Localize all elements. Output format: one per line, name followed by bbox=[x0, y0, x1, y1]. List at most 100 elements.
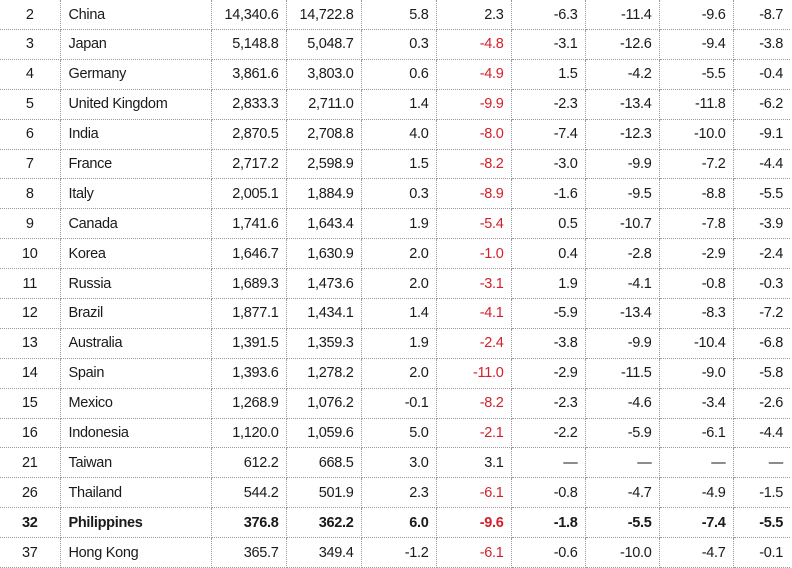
country-cell: Spain bbox=[60, 358, 212, 389]
table-row: 16 Indonesia 1,120.0 1,059.6 5.0 -2.1 -2.2 -5.9… bbox=[0, 418, 790, 449]
value-cell-7: -3.4 bbox=[659, 388, 734, 419]
value-cell-3: 1.9 bbox=[361, 328, 437, 359]
value-cell-2: 1,630.9 bbox=[286, 238, 362, 270]
value-cell-2: 1,076.2 bbox=[286, 388, 362, 419]
rank-cell: 16 bbox=[0, 418, 61, 449]
value-cell-3: 6.0 bbox=[361, 507, 437, 539]
value-cell-8: -5.8 bbox=[733, 358, 790, 389]
value-cell-7: -8.8 bbox=[659, 178, 734, 210]
value-cell-7: — bbox=[659, 447, 734, 479]
value-cell-6: -11.5 bbox=[585, 358, 660, 389]
value-cell-6: -12.6 bbox=[585, 29, 660, 60]
value-cell-1: 3,861.6 bbox=[211, 59, 287, 90]
table-row: 5 United Kingdom 2,833.3 2,711.0 1.4 -9.9 -2.3… bbox=[0, 89, 790, 120]
value-cell-3: 5.8 bbox=[361, 0, 437, 30]
value-cell-5: -1.8 bbox=[511, 507, 586, 539]
value-cell-3: 0.3 bbox=[361, 178, 437, 210]
country-cell: Taiwan bbox=[60, 447, 212, 479]
value-cell-8: -7.2 bbox=[733, 298, 790, 329]
value-cell-6: -9.9 bbox=[585, 149, 660, 180]
country-cell: Japan bbox=[60, 29, 212, 60]
value-cell-2: 1,059.6 bbox=[286, 418, 362, 449]
rank-cell: 3 bbox=[0, 29, 61, 60]
table-row: 6 India 2,870.5 2,708.8 4.0 -8.0 -7.4 -12.3 -10.… bbox=[0, 119, 790, 150]
value-cell-3: 2.0 bbox=[361, 268, 437, 300]
value-cell-5: -6.3 bbox=[511, 0, 586, 30]
country-cell: Canada bbox=[60, 208, 212, 240]
value-cell-2: 501.9 bbox=[286, 477, 362, 509]
value-cell-6: -13.4 bbox=[585, 298, 660, 329]
value-cell-5: -2.3 bbox=[511, 89, 586, 120]
value-cell-3: 1.5 bbox=[361, 149, 437, 180]
value-cell-7: -11.8 bbox=[659, 89, 734, 120]
value-cell-6: -2.8 bbox=[585, 238, 660, 270]
rank-cell: 12 bbox=[0, 298, 61, 329]
value-cell-8: -5.5 bbox=[733, 507, 790, 539]
value-cell-6: -10.7 bbox=[585, 208, 660, 240]
value-cell-5: 1.5 bbox=[511, 59, 586, 90]
value-cell-3: 0.6 bbox=[361, 59, 437, 90]
value-cell-1: 2,833.3 bbox=[211, 89, 287, 120]
value-cell-1: 544.2 bbox=[211, 477, 287, 509]
value-cell-8: -3.9 bbox=[733, 208, 790, 240]
value-cell-2: 1,884.9 bbox=[286, 178, 362, 210]
value-cell-3: -0.1 bbox=[361, 388, 437, 419]
table-row: 15 Mexico 1,268.9 1,076.2 -0.1 -8.2 -2.3 -4.6 -3… bbox=[0, 388, 790, 419]
rank-cell: 21 bbox=[0, 447, 61, 479]
value-cell-7: -10.0 bbox=[659, 119, 734, 150]
value-cell-4: -4.8 bbox=[436, 29, 512, 60]
value-cell-7: -6.1 bbox=[659, 418, 734, 449]
rank-cell: 4 bbox=[0, 59, 61, 90]
value-cell-6: -4.6 bbox=[585, 388, 660, 419]
value-cell-8: -8.7 bbox=[733, 0, 790, 30]
value-cell-2: 1,278.2 bbox=[286, 358, 362, 389]
value-cell-1: 612.2 bbox=[211, 447, 287, 479]
value-cell-1: 2,005.1 bbox=[211, 178, 287, 210]
value-cell-3: 1.4 bbox=[361, 298, 437, 329]
value-cell-1: 2,870.5 bbox=[211, 119, 287, 150]
value-cell-1: 1,741.6 bbox=[211, 208, 287, 240]
table-row: 26 Thailand 544.2 501.9 2.3 -6.1 -0.8 -4.7 -4.9-… bbox=[0, 477, 790, 509]
value-cell-4: -2.1 bbox=[436, 418, 512, 449]
country-cell: Russia bbox=[60, 268, 212, 300]
table-row: 3 Japan 5,148.8 5,048.7 0.3 -4.8 -3.1 -12.6 -9.4… bbox=[0, 29, 790, 60]
country-cell: France bbox=[60, 149, 212, 180]
value-cell-4: -2.4 bbox=[436, 328, 512, 359]
value-cell-5: -3.0 bbox=[511, 149, 586, 180]
value-cell-4: 3.1 bbox=[436, 447, 512, 479]
rank-cell: 15 bbox=[0, 388, 61, 419]
value-cell-5: -0.6 bbox=[511, 537, 586, 568]
value-cell-7: -9.0 bbox=[659, 358, 734, 389]
value-cell-1: 1,646.7 bbox=[211, 238, 287, 270]
value-cell-6: -5.9 bbox=[585, 418, 660, 449]
value-cell-1: 1,268.9 bbox=[211, 388, 287, 419]
value-cell-5: -2.3 bbox=[511, 388, 586, 419]
value-cell-5: -3.8 bbox=[511, 328, 586, 359]
value-cell-3: 4.0 bbox=[361, 119, 437, 150]
value-cell-5: -7.4 bbox=[511, 119, 586, 150]
country-cell: China bbox=[60, 0, 212, 30]
rank-cell: 37 bbox=[0, 537, 61, 568]
value-cell-5: 0.4 bbox=[511, 238, 586, 270]
value-cell-1: 1,391.5 bbox=[211, 328, 287, 359]
value-cell-7: -7.2 bbox=[659, 149, 734, 180]
value-cell-7: -7.4 bbox=[659, 507, 734, 539]
rank-cell: 7 bbox=[0, 149, 61, 180]
value-cell-2: 14,722.8 bbox=[286, 0, 362, 30]
value-cell-3: 1.9 bbox=[361, 208, 437, 240]
value-cell-5: -5.9 bbox=[511, 298, 586, 329]
value-cell-8: -5.5 bbox=[733, 178, 790, 210]
rank-cell: 14 bbox=[0, 358, 61, 389]
table-row: 37 Hong Kong 365.7 349.4 -1.2 -6.1 -0.6 -10.0 -4… bbox=[0, 537, 790, 568]
rank-cell: 5 bbox=[0, 89, 61, 120]
value-cell-1: 1,393.6 bbox=[211, 358, 287, 389]
value-cell-8: -4.4 bbox=[733, 149, 790, 180]
value-cell-8: -2.6 bbox=[733, 388, 790, 419]
country-cell: Mexico bbox=[60, 388, 212, 419]
value-cell-3: -1.2 bbox=[361, 537, 437, 568]
value-cell-2: 1,359.3 bbox=[286, 328, 362, 359]
table-row: 11 Russia 1,689.3 1,473.6 2.0 -3.1 1.9 -4.1 -0.8… bbox=[0, 268, 790, 300]
value-cell-6: — bbox=[585, 447, 660, 479]
value-cell-6: -13.4 bbox=[585, 89, 660, 120]
